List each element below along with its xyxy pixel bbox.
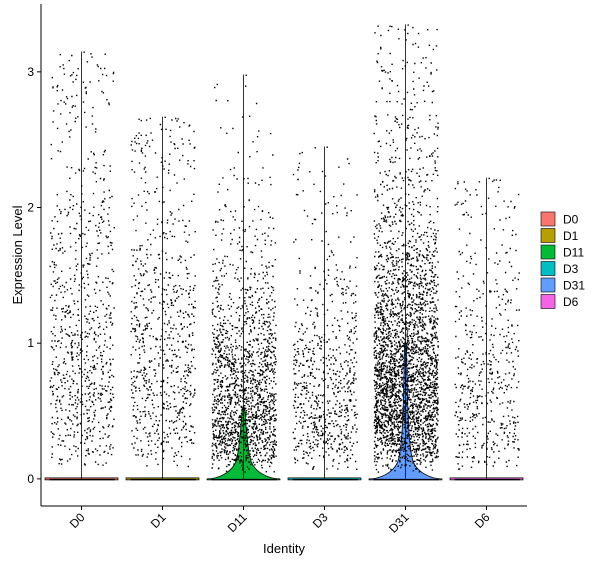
y-axis-title: Expression Level	[10, 205, 25, 304]
legend: D0 D1 D11 D3 D31 D6	[540, 211, 585, 309]
whiskers-layer	[81, 24, 487, 479]
legend-swatch-D6	[540, 294, 556, 309]
x-ticks: D0 D1 D11 D3 D31 D6	[67, 506, 493, 536]
y-tick-label: 2	[27, 201, 34, 215]
points-D31	[373, 24, 439, 481]
x-tick-label-D6: D6	[472, 510, 493, 531]
legend-label-D3: D3	[563, 262, 579, 276]
x-tick-label-D11: D11	[225, 510, 250, 535]
x-tick-label-D1: D1	[148, 510, 169, 531]
points-D6	[454, 177, 520, 481]
legend-label-D6: D6	[563, 295, 579, 309]
legend-label-D0: D0	[563, 213, 579, 227]
y-tick-label: 1	[27, 336, 34, 350]
points-D1	[130, 116, 196, 481]
legend-label-D1: D1	[563, 229, 579, 243]
y-tick-label: 3	[27, 65, 34, 79]
legend-swatch-D1	[540, 228, 556, 243]
y-ticks: 0 1 2 3	[27, 65, 41, 486]
legend-swatch-D3	[540, 261, 556, 276]
violins-layer	[44, 342, 524, 481]
y-tick-label: 0	[27, 472, 34, 486]
legend-swatch-D31	[540, 277, 556, 293]
points-D3	[292, 146, 358, 481]
legend-swatch-D11	[540, 244, 556, 260]
points-layer	[49, 24, 520, 481]
x-tick-label-D0: D0	[67, 510, 88, 531]
x-tick-label-D3: D3	[310, 510, 331, 531]
legend-label-D11: D11	[563, 246, 584, 260]
points-D11	[211, 74, 277, 481]
legend-swatch-D0	[540, 211, 556, 227]
points-D0	[49, 51, 115, 481]
x-tick-label-D31: D31	[386, 510, 412, 536]
legend-label-D31: D31	[563, 279, 585, 293]
x-axis-title: Identity	[263, 541, 305, 556]
